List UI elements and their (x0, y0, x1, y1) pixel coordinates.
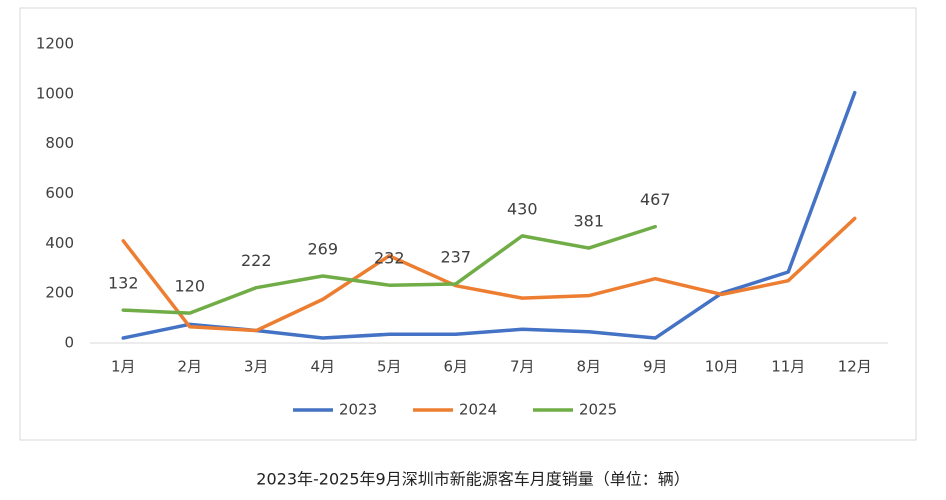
chart-border (19, 7, 917, 441)
x-tick-label: 2月 (177, 358, 202, 376)
legend-label: 2025 (579, 401, 617, 419)
x-tick-label: 5月 (377, 358, 402, 376)
data-label: 430 (507, 199, 538, 218)
y-tick-label: 1000 (36, 84, 74, 102)
data-label: 120 (174, 277, 205, 296)
x-tick-label: 11月 (771, 358, 805, 376)
data-label: 237 (440, 247, 471, 266)
x-tick-label: 12月 (838, 358, 872, 376)
y-tick-label: 0 (64, 334, 74, 352)
data-label: 381 (573, 212, 604, 231)
legend-label: 2024 (459, 401, 497, 419)
series-line (121, 216, 857, 333)
data-label: 232 (374, 249, 405, 268)
x-tick-label: 9月 (643, 358, 668, 376)
x-tick-label: 3月 (244, 358, 269, 376)
series-line (121, 90, 857, 340)
data-label: 132 (108, 274, 139, 293)
x-tick-label: 10月 (705, 358, 739, 376)
data-label: 269 (307, 239, 338, 258)
series-line (121, 224, 657, 315)
y-tick-label: 800 (45, 134, 74, 152)
data-label: 467 (640, 190, 671, 209)
x-tick-label: 8月 (576, 358, 601, 376)
y-tick-label: 600 (45, 184, 74, 202)
y-tick-label: 200 (45, 284, 74, 302)
x-tick-label: 4月 (310, 358, 335, 376)
x-tick-label: 6月 (443, 358, 468, 376)
legend-label: 2023 (339, 401, 377, 419)
x-tick-label: 7月 (510, 358, 535, 376)
y-tick-label: 400 (45, 234, 74, 252)
data-label: 222 (241, 251, 272, 270)
chart-title: 2023年-2025年9月深圳市新能源客车月度销量（单位：辆） (256, 470, 689, 489)
y-tick-label: 1200 (36, 35, 74, 53)
x-tick-label: 1月 (111, 358, 136, 376)
